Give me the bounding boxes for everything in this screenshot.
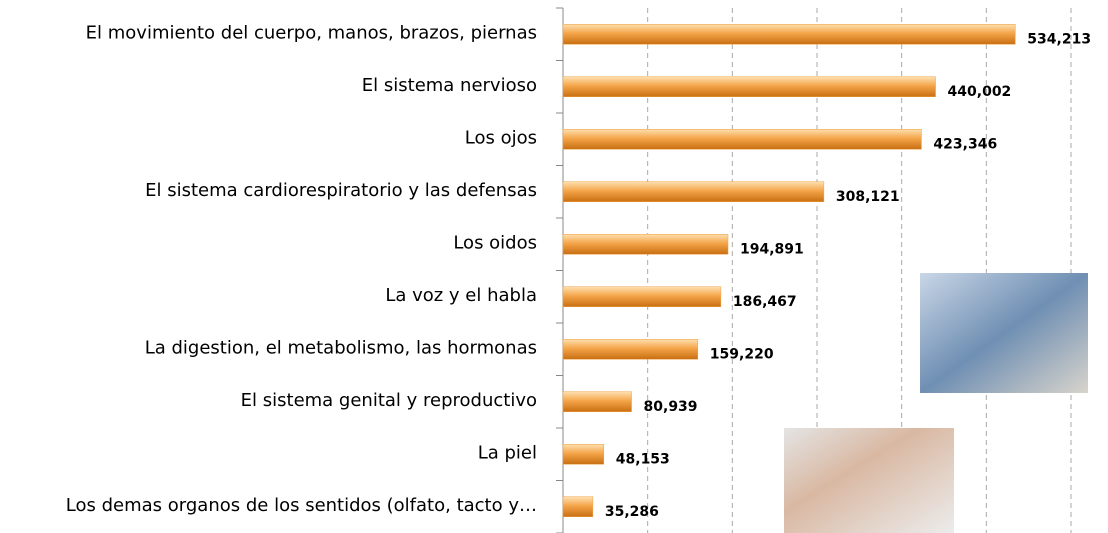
value-label: 186,467 [733, 294, 797, 310]
value-label: 534,213 [1027, 31, 1091, 47]
bar [563, 182, 824, 202]
value-label: 194,891 [740, 241, 804, 257]
y-tick-label: Los demas organos de los sentidos (olfat… [66, 495, 537, 516]
value-label: 48,153 [616, 451, 670, 467]
bar [563, 497, 593, 517]
bar [563, 287, 721, 307]
y-tick-label: La digestion, el metabolismo, las hormon… [145, 337, 537, 358]
y-tick-label: Los ojos [465, 127, 537, 148]
bar [563, 339, 698, 359]
y-tick-label: El sistema genital y reproductivo [241, 390, 537, 411]
value-label: 80,939 [644, 399, 698, 415]
chart: El movimiento del cuerpo, manos, brazos,… [0, 0, 1108, 533]
photo [920, 273, 1088, 393]
y-tick-label: El sistema nervioso [362, 75, 537, 96]
value-label: 35,286 [605, 504, 659, 520]
bar [563, 129, 921, 149]
bar [563, 392, 632, 412]
y-tick-label: La piel [478, 442, 537, 463]
photo [784, 428, 954, 533]
value-label: 308,121 [836, 189, 900, 205]
bar [563, 77, 936, 97]
page: El movimiento del cuerpo, manos, brazos,… [0, 0, 1108, 533]
value-label: 159,220 [710, 346, 774, 362]
bar [563, 444, 604, 464]
bar [563, 234, 728, 254]
bar [563, 24, 1015, 44]
value-label: 440,002 [948, 84, 1012, 100]
y-tick-label: El movimiento del cuerpo, manos, brazos,… [86, 22, 537, 43]
value-label: 423,346 [933, 136, 997, 152]
y-tick-label: El sistema cardiorespiratorio y las defe… [145, 180, 537, 201]
y-tick-label: Los oidos [453, 232, 537, 253]
y-tick-label: La voz y el habla [385, 285, 537, 306]
